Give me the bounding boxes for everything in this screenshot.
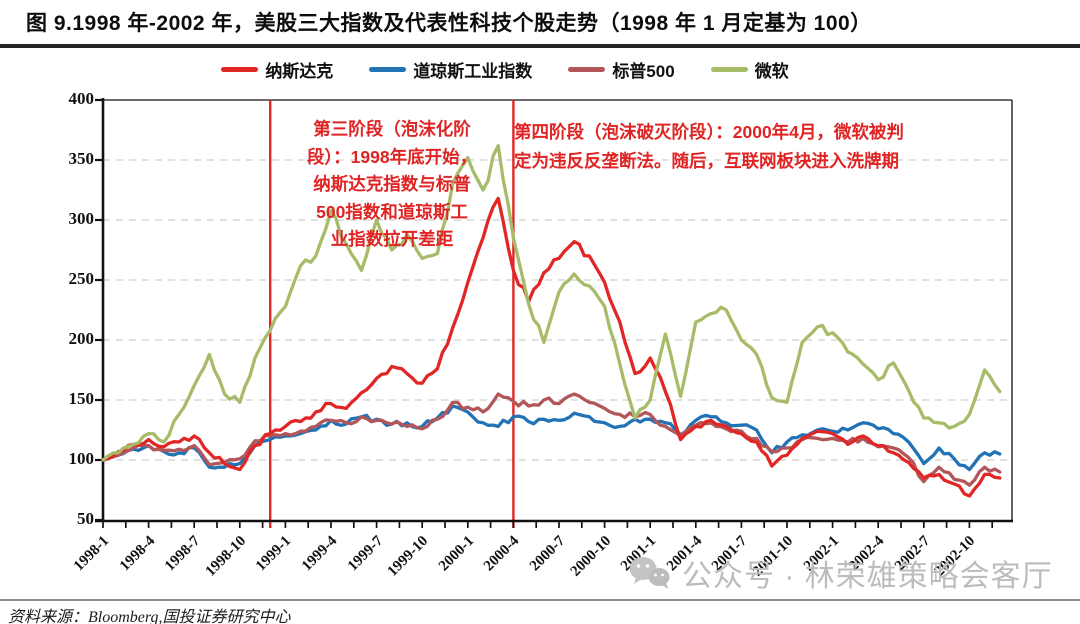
y-axis-label-50: 50 xyxy=(77,509,94,528)
chart-title: 图 9.1998 年-2002 年，美股三大指数及代表性科技个股走势（1998 … xyxy=(26,12,872,35)
microsoft-line-swatch xyxy=(710,67,748,72)
sp500-line-swatch xyxy=(568,67,606,72)
y-axis-label-150: 150 xyxy=(68,389,95,408)
chart-legend: 纳斯达克 道琼斯工业指数 标普500 微软 xyxy=(0,57,1080,82)
dow-jones-line-swatch xyxy=(369,67,407,72)
annotation-stage4-crash: 第四阶段（泡沫破灭阶段）：2000年4月，微软被判 定为违反反垄断法。随后，互联… xyxy=(514,122,904,171)
legend-item-dow-jones: 道琼斯工业指数 xyxy=(369,57,532,82)
legend-item-sp500: 标普500 xyxy=(568,57,675,82)
wechat-icon xyxy=(629,557,670,589)
watermark-text: 公众号 · 林荣雄策略会客厅 xyxy=(682,560,1053,593)
chart-canvas xyxy=(95,98,1013,528)
legend-label-dow-jones: 道琼斯工业指数 xyxy=(413,62,533,81)
series-line-nasdaq xyxy=(101,196,1002,498)
y-axis-label-400: 400 xyxy=(68,89,95,108)
legend-label-sp500: 标普500 xyxy=(612,62,675,81)
series-line-sp500 xyxy=(101,392,1002,487)
watermark: 公众号 · 林荣雄策略会客厅 xyxy=(628,551,1053,595)
y-axis-label-100: 100 xyxy=(68,449,95,468)
legend-label-microsoft: 微软 xyxy=(754,62,789,81)
series-line-microsoft xyxy=(101,143,1002,462)
legend-item-nasdaq: 纳斯达克 xyxy=(221,57,333,82)
source-note: 资料来源：Bloomberg,国投证券研究中心 xyxy=(0,599,1080,624)
title-bar: 图 9.1998 年-2002 年，美股三大指数及代表性科技个股走势（1998 … xyxy=(0,0,1080,48)
legend-label-nasdaq: 纳斯达克 xyxy=(265,62,334,81)
legend-item-microsoft: 微软 xyxy=(710,57,789,82)
annotation-stage3-bubble: 第三阶段（泡沫化阶 段）：1998年底开始， 纳斯达克指数与标普 500指数和道… xyxy=(306,119,478,249)
y-axis-label-300: 300 xyxy=(68,209,95,228)
y-axis-label-350: 350 xyxy=(68,149,95,168)
y-axis-label-250: 250 xyxy=(68,269,95,288)
y-axis-label-200: 200 xyxy=(68,329,95,348)
source-text: 资料来源：Bloomberg,国投证券研究中心 xyxy=(8,609,291,624)
nasdaq-line-swatch xyxy=(221,67,259,72)
